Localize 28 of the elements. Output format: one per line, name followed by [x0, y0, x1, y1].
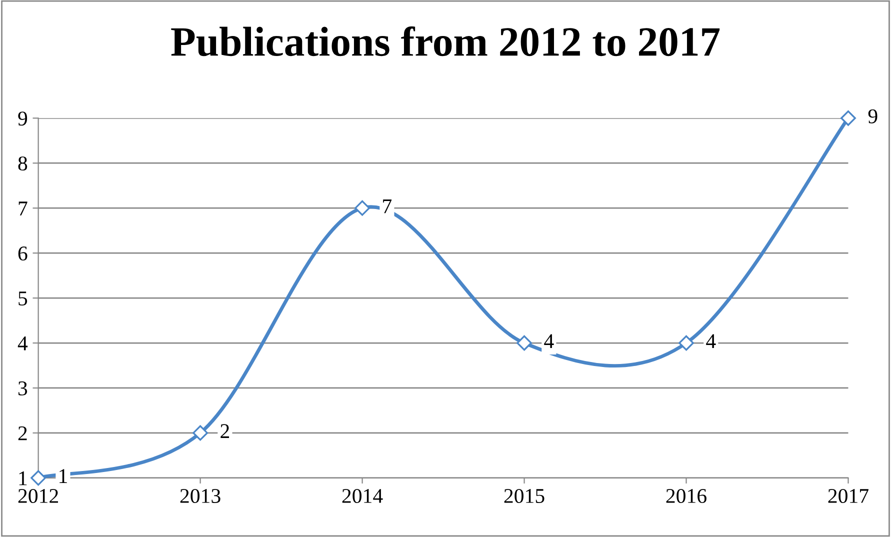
- y-tick-label: 4: [18, 336, 28, 350]
- y-tick-label: 6: [18, 246, 28, 260]
- y-tick-label: 8: [18, 156, 28, 171]
- x-tick-label: 2014: [342, 488, 383, 504]
- x-tick-label: 2016: [666, 488, 706, 504]
- x-tick-label: 2015: [504, 488, 544, 504]
- point: [516, 335, 532, 351]
- y-tick-label: 9: [18, 112, 28, 126]
- x-tick-label: 2013: [180, 488, 220, 504]
- point: [30, 470, 46, 486]
- data-label: 7: [383, 199, 392, 214]
- data-label: 4: [544, 334, 554, 348]
- point: [840, 110, 856, 126]
- y-tick-label: 3: [18, 381, 28, 396]
- y-tick-label: 7: [18, 202, 28, 216]
- y-tick-label: 1: [19, 471, 27, 486]
- y-tick-label: 2: [18, 426, 27, 440]
- point: [192, 425, 208, 441]
- data-label: 2: [220, 424, 230, 438]
- data-label: 9: [868, 109, 878, 124]
- point: [354, 200, 370, 216]
- x-tick-label: 2012: [18, 488, 58, 504]
- y-tick-label: 5: [18, 292, 28, 306]
- data-label: 4: [706, 334, 716, 348]
- x-tick-label: 2017: [828, 488, 868, 504]
- point: [678, 335, 694, 351]
- chart-title: Publications from 2012 to 2017: [171, 26, 720, 56]
- data-label: 1: [60, 469, 67, 483]
